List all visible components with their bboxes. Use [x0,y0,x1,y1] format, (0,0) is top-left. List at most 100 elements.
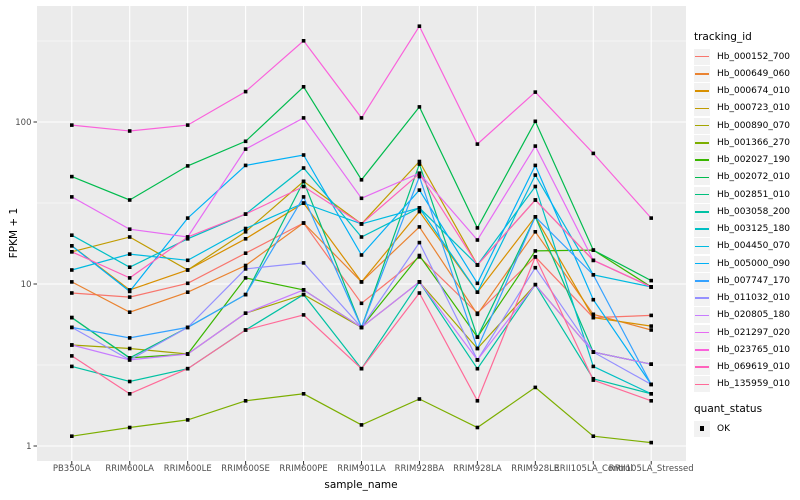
legend-title-quant-status: quant_status [694,403,763,415]
data-point [127,276,132,280]
legend-label: Hb_000152_700 [717,51,791,62]
legend-item-Hb_069619_010: Hb_069619_010 [694,359,790,376]
data-point [475,335,480,339]
data-point [475,366,480,371]
data-point [301,201,306,205]
data-point [591,378,596,382]
data-point [243,237,248,241]
data-point [185,258,190,263]
x-axis-title: sample_name [324,479,398,491]
data-point [185,123,190,127]
data-point [649,328,653,332]
data-point [243,292,248,297]
data-point [475,346,480,351]
legend-key-swatch [694,324,710,341]
legend-item-Hb_021297_020: Hb_021297_020 [694,324,790,341]
data-point [533,119,538,124]
data-point [475,399,480,403]
data-point [417,188,422,192]
data-point [185,268,190,272]
legend-item-Hb_004450_070: Hb_004450_070 [694,238,790,255]
data-point [359,280,364,284]
legend-item-Hb_007747_170: Hb_007747_170 [694,272,790,289]
data-point [70,315,74,320]
legend-label: Hb_000649_060 [717,68,791,79]
data-point [127,129,132,133]
data-point [533,198,538,202]
data-point [127,295,132,299]
legend-item-Hb_001366_270: Hb_001366_270 [694,134,790,151]
data-point [185,281,190,286]
data-point [649,324,653,328]
legend-label: Hb_004450_070 [717,241,791,252]
data-point [127,336,132,340]
legend-key-swatch [694,376,710,393]
data-point [649,313,653,318]
data-point [417,171,422,176]
data-point [185,352,190,356]
data-point [243,89,248,94]
legend-key-swatch [694,100,710,117]
data-point [475,425,480,430]
black-square-icon [699,426,705,431]
data-point [243,311,248,315]
data-point [70,325,74,330]
data-point [185,366,190,371]
data-point [359,253,364,257]
data-point [533,184,538,189]
legend-label: Hb_001366_270 [717,137,791,148]
data-point [301,221,306,225]
data-point [649,285,653,289]
legend-item-Hb_000723_010: Hb_000723_010 [694,100,790,117]
data-point [127,346,132,351]
data-point [533,282,538,287]
data-point [243,399,248,403]
legend-key-line [695,331,709,334]
legend-item-Hb_135959_010: Hb_135959_010 [694,376,790,393]
legend-label: Hb_003125_180 [717,224,791,235]
data-point [591,273,596,277]
data-point [533,173,538,177]
data-point [359,196,364,201]
data-point [70,434,74,438]
data-point [243,263,248,268]
data-point [359,366,364,371]
data-point [243,251,248,255]
legend-item-Hb_002072_010: Hb_002072_010 [694,169,790,186]
data-point [475,358,480,362]
legend-key-swatch [694,48,710,65]
data-point [649,382,653,387]
data-point [359,423,364,427]
x-tick-label: RRIM600LA [105,464,154,474]
legend-item-Hb_000152_700: Hb_000152_700 [694,48,790,65]
data-point [417,206,422,210]
legend-label: Hb_002851_010 [717,189,791,200]
data-point [127,310,132,314]
legend-label: Hb_007747_170 [717,275,791,286]
data-point [417,24,422,28]
data-point [127,265,132,269]
data-point [533,385,538,390]
data-point [591,248,596,252]
data-point [649,362,653,366]
data-point [301,288,306,292]
data-point [70,174,74,179]
data-point [301,85,306,89]
x-tick-label: RRIM928LE [511,464,559,474]
data-point [301,116,306,120]
legend-label: Hb_002072_010 [717,172,791,183]
data-point [475,290,480,294]
data-point [533,215,538,219]
data-point [70,291,74,295]
data-point [70,233,74,237]
data-point [243,212,248,216]
legend-key-line [695,314,709,317]
data-point [475,142,480,146]
legend-key-line [695,176,709,179]
data-point [417,225,422,229]
legend-key-swatch [694,83,710,100]
data-point [127,356,132,360]
data-point [591,350,596,354]
legend-key-swatch [694,272,710,289]
